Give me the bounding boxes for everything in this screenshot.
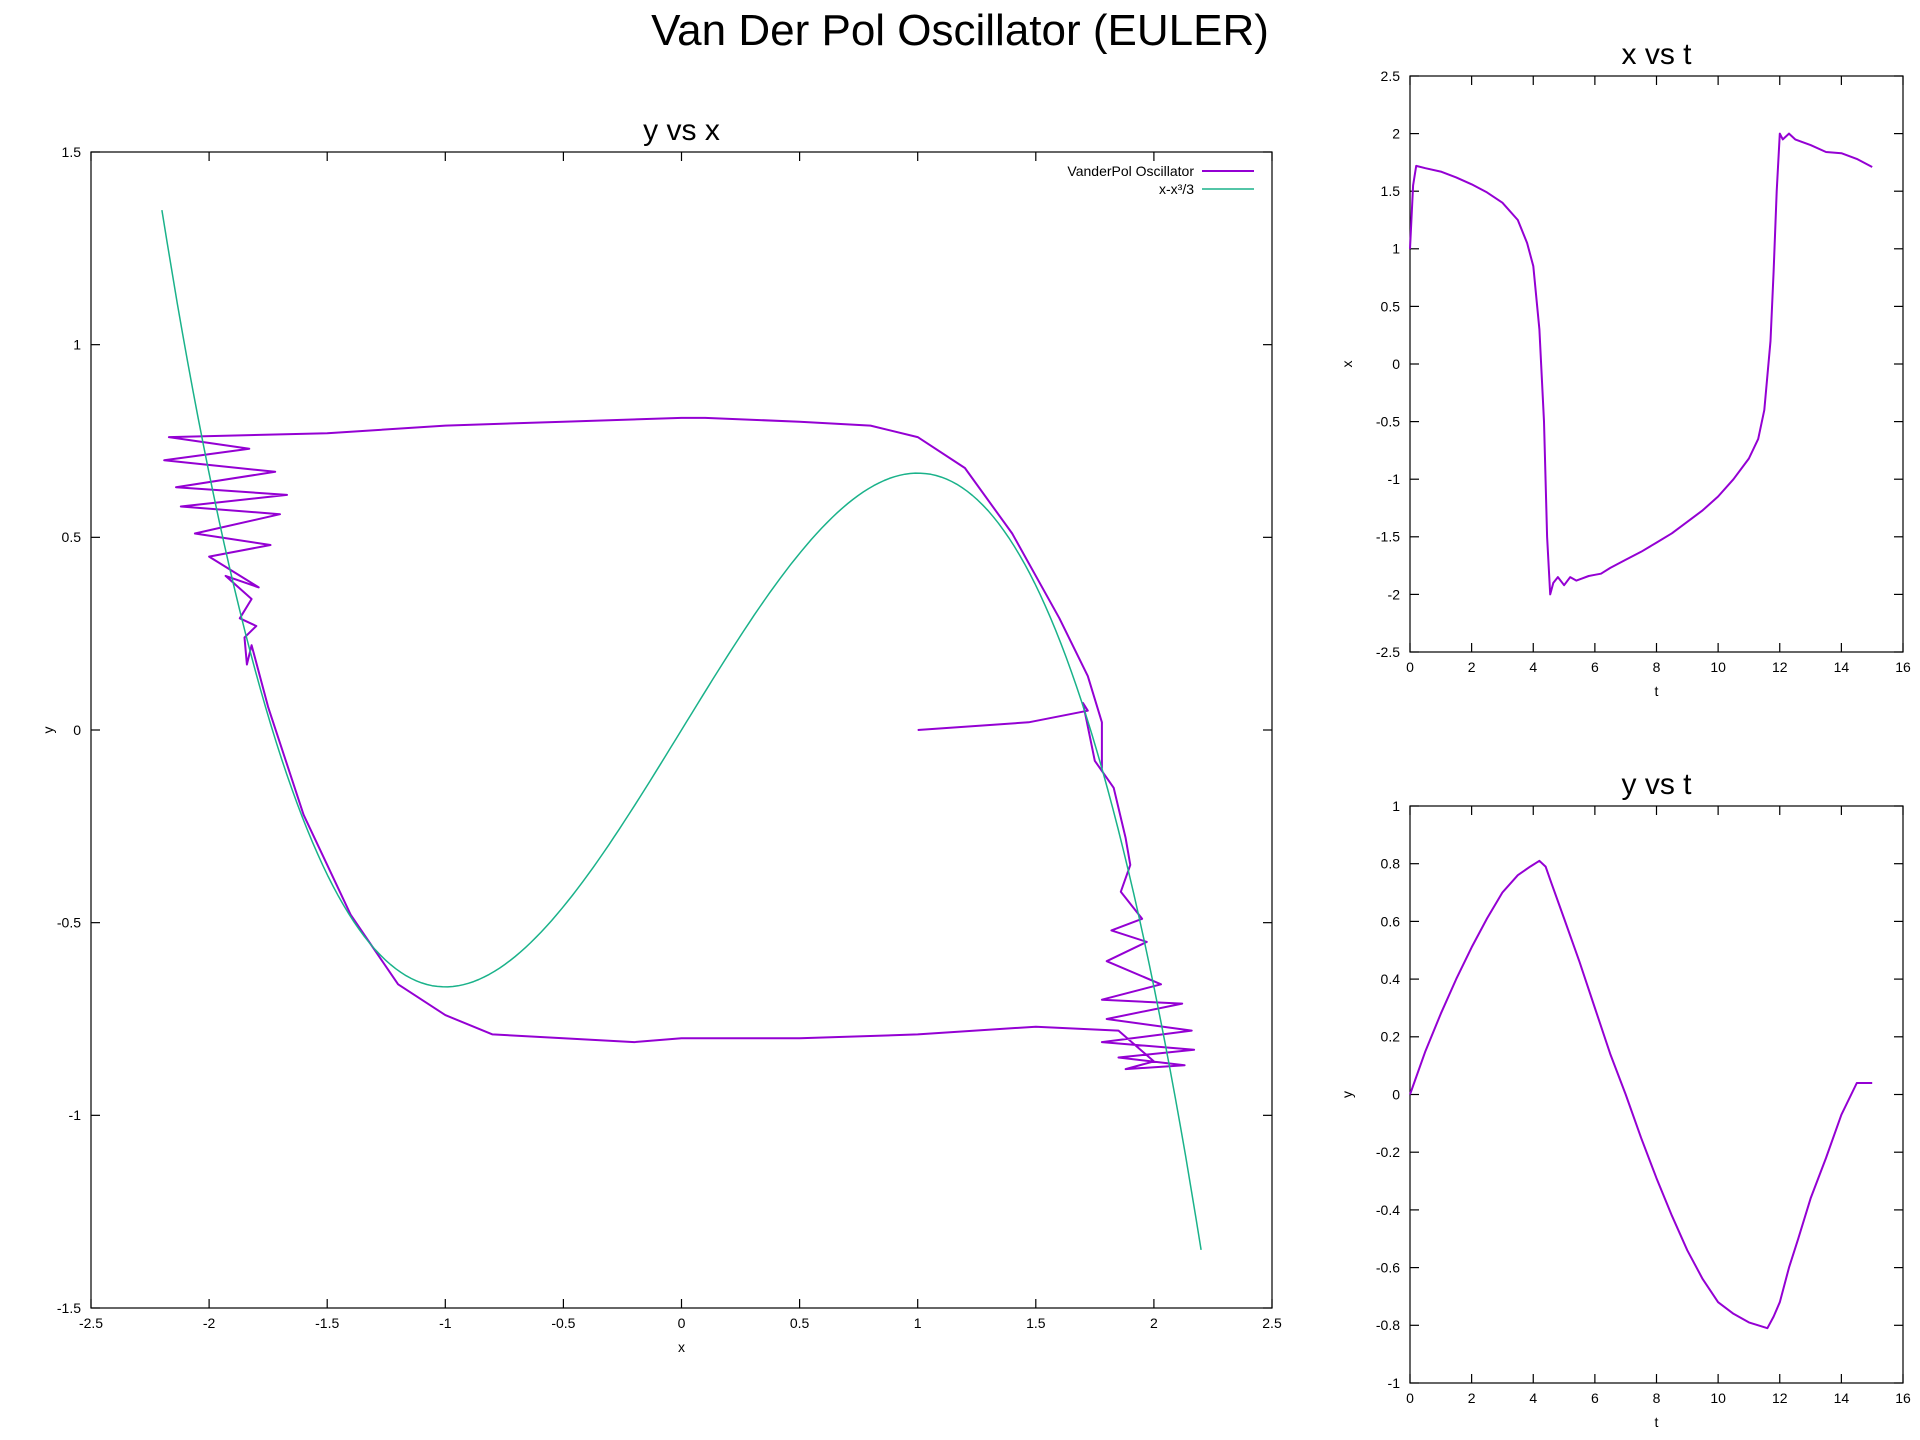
chart-title: y vs x bbox=[643, 114, 720, 147]
legend-label: VanderPol Oscillator bbox=[1067, 163, 1194, 179]
y-tick-label: -1 bbox=[1388, 471, 1401, 487]
x-tick-label: -2 bbox=[203, 1315, 216, 1331]
x-axis-label: t bbox=[1655, 683, 1659, 699]
y-tick-label: -1.5 bbox=[57, 1300, 81, 1316]
x-tick-label: 2 bbox=[1468, 1390, 1476, 1406]
y-tick-label: -2.5 bbox=[1376, 644, 1400, 660]
y-tick-label: 1 bbox=[1392, 798, 1400, 814]
chart-title: y vs t bbox=[1621, 768, 1692, 801]
y-tick-label: 0 bbox=[1392, 1086, 1400, 1102]
x-tick-label: 2.5 bbox=[1262, 1315, 1282, 1331]
x-tick-label: 1 bbox=[914, 1315, 922, 1331]
x-tick-label: 8 bbox=[1653, 659, 1661, 675]
x-axis-label: t bbox=[1655, 1414, 1659, 1430]
x-tick-label: 4 bbox=[1529, 1390, 1537, 1406]
y-tick-label: -0.2 bbox=[1376, 1144, 1400, 1160]
y-axis-label: y bbox=[1339, 1091, 1355, 1098]
y-tick-label: 0.2 bbox=[1381, 1029, 1401, 1045]
series-line-0 bbox=[163, 416, 1196, 1071]
x-tick-label: 1.5 bbox=[1026, 1315, 1046, 1331]
plot-frame bbox=[1409, 75, 1904, 653]
plot-frame bbox=[1409, 805, 1904, 1384]
y-tick-label: 2.5 bbox=[1381, 68, 1401, 84]
y-tick-label: -1 bbox=[69, 1107, 82, 1123]
x-tick-label: 0 bbox=[1406, 1390, 1414, 1406]
x-tick-label: 6 bbox=[1591, 1390, 1599, 1406]
x-tick-label: 14 bbox=[1834, 1390, 1850, 1406]
x-tick-label: 0.5 bbox=[790, 1315, 810, 1331]
x-tick-label: 0 bbox=[678, 1315, 686, 1331]
series-line-0 bbox=[1409, 132, 1873, 596]
x-tick-label: -0.5 bbox=[551, 1315, 575, 1331]
y-tick-label: 1 bbox=[73, 337, 81, 353]
y-tick-label: 0.5 bbox=[62, 529, 82, 545]
y-tick-label: 1.5 bbox=[1381, 183, 1401, 199]
x-tick-label: -1 bbox=[439, 1315, 452, 1331]
chart-title: x vs t bbox=[1621, 38, 1692, 71]
x-tick-label: 16 bbox=[1895, 1390, 1911, 1406]
x-tick-label: -2.5 bbox=[79, 1315, 103, 1331]
y-tick-label: -1.5 bbox=[1376, 529, 1400, 545]
y-tick-label: 1 bbox=[1392, 241, 1400, 257]
series-line-0 bbox=[1409, 859, 1873, 1330]
x-tick-label: 0 bbox=[1406, 659, 1414, 675]
x-tick-label: -1.5 bbox=[315, 1315, 339, 1331]
y-axis-label: x bbox=[1339, 361, 1355, 368]
x-tick-label: 4 bbox=[1529, 659, 1537, 675]
y-tick-label: -0.6 bbox=[1376, 1260, 1400, 1276]
x-tick-label: 2 bbox=[1150, 1315, 1158, 1331]
x-tick-label: 8 bbox=[1653, 1390, 1661, 1406]
y-tick-label: 0 bbox=[73, 722, 81, 738]
x-tick-label: 2 bbox=[1468, 659, 1476, 675]
x-axis-label: x bbox=[678, 1339, 685, 1355]
y-tick-label: -2 bbox=[1388, 586, 1401, 602]
y-tick-label: 2 bbox=[1392, 126, 1400, 142]
y-tick-label: -0.4 bbox=[1376, 1202, 1400, 1218]
x-tick-label: 10 bbox=[1710, 1390, 1726, 1406]
y-tick-label: 0.8 bbox=[1381, 856, 1401, 872]
y-tick-label: 0 bbox=[1392, 356, 1400, 372]
series-line-1 bbox=[161, 209, 1202, 1251]
y-axis-label: y bbox=[40, 727, 56, 734]
y-tick-label: -0.5 bbox=[1376, 414, 1400, 430]
y-tick-label: 0.5 bbox=[1381, 298, 1401, 314]
figure-title: Van Der Pol Oscillator (EULER) bbox=[651, 6, 1269, 55]
x-tick-label: 14 bbox=[1834, 659, 1850, 675]
x-tick-label: 6 bbox=[1591, 659, 1599, 675]
legend-label: x-x³/3 bbox=[1159, 181, 1194, 197]
y-tick-label: 0.6 bbox=[1381, 913, 1401, 929]
y-tick-label: -0.5 bbox=[57, 915, 81, 931]
time-plot-y-vs-t: y vs t 0 2 4 6 8 10 12 14 16 -1 -0.8 -0.6 -0.4 -0.2 0 0.… bbox=[1339, 768, 1911, 1430]
y-tick-label: 1.5 bbox=[62, 144, 82, 160]
x-tick-label: 16 bbox=[1895, 659, 1911, 675]
y-tick-label: -0.8 bbox=[1376, 1317, 1400, 1333]
x-tick-label: 12 bbox=[1772, 1390, 1788, 1406]
y-tick-label: 0.4 bbox=[1381, 971, 1401, 987]
phase-plot-y-vs-x: y vs x -2.5 -2 -1.5 -1 -0.5 0 0.5 1 1.5 2 2.5 -1.5 -1… bbox=[40, 114, 1282, 1355]
y-tick-label: -1 bbox=[1388, 1375, 1401, 1391]
x-tick-label: 12 bbox=[1772, 659, 1788, 675]
time-plot-x-vs-t: x vs t0 2 4 6 8 10 12 14 16-2.5-2-1.5-1-0.500.51… bbox=[1339, 38, 1911, 699]
x-tick-label: 10 bbox=[1710, 659, 1726, 675]
